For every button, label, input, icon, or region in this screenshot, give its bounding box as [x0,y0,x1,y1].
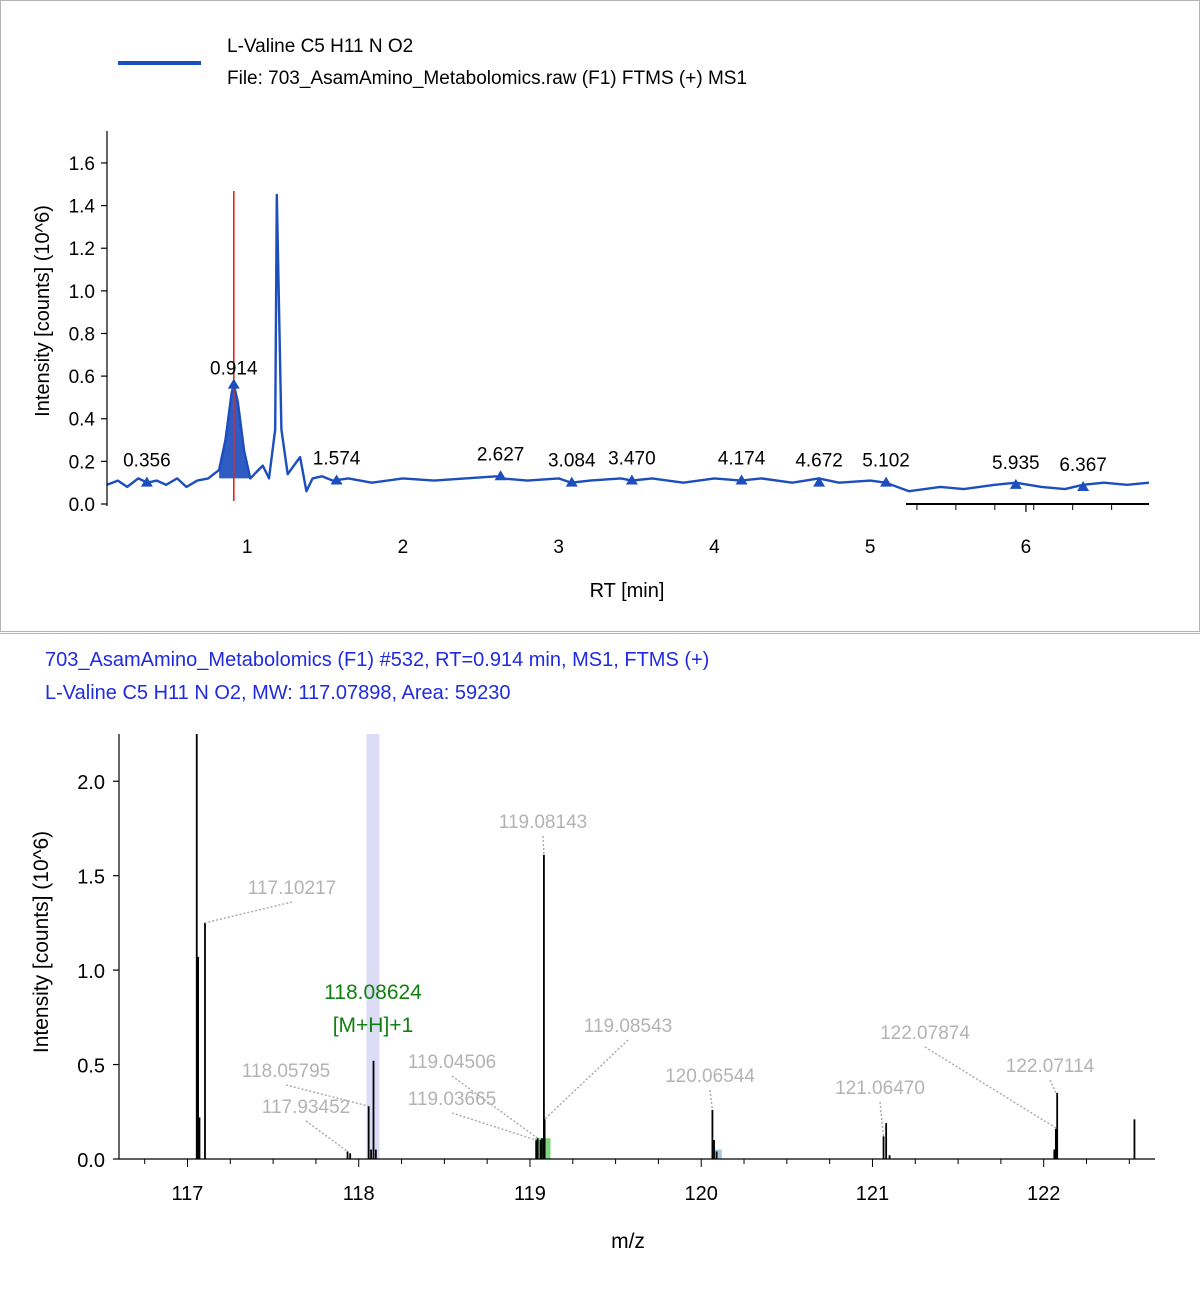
peak-rt-label: 1.574 [313,449,361,470]
spectrum-x-tick-label: 122 [1027,1183,1060,1205]
peak-mz-annotation: 122.07874 [880,1023,970,1044]
spectrum-compound-header: L-Valine C5 H11 N O2, MW: 117.07898, Are… [45,682,511,704]
chromatogram-legend-swatch-svg [118,61,201,65]
spectrum-x-tick-label: 119 [514,1183,546,1205]
spectrum-chart[interactable]: 117.10217 118.05795 117.93452 119.08143 119.… [0,634,1200,1300]
chromatogram-x-tick-label: 6 [1021,537,1032,558]
peak-marker[interactable] [880,476,893,487]
chromatogram-chart[interactable]: 0.356 0.914 1.574 2.627 3.084 3.470 4.174 4.672… [1,1,1200,633]
chromatogram-integrated-area [219,384,251,479]
target-adduct-label: [M+H]+1 [333,1014,414,1037]
chromatogram-x-tick-label: 1 [242,537,253,558]
peak-mz-annotation: 118.05795 [242,1061,330,1082]
annotation-leader-line [542,835,545,855]
spectrum-y-tick-label: 1.5 [77,867,105,889]
peak-marker[interactable] [494,470,507,481]
spectrum-panel: 703_AsamAmino_Metabolomics (F1) #532, RT… [0,633,1200,1299]
spectrum-x-axis-label: m/z [611,1230,645,1253]
annotation-leader-line [305,1120,348,1153]
chromatogram-trace [106,193,1150,493]
spectrum-scan-header: 703_AsamAmino_Metabolomics (F1) #532, RT… [45,649,710,671]
chromatogram-y-tick-label: 0.2 [69,452,95,473]
peak-rt-label: 3.470 [608,449,656,470]
peak-marker[interactable] [1009,478,1022,489]
peak-rt-label: 5.935 [992,453,1040,474]
chromatogram-y-tick-label: 0.4 [69,410,96,431]
legend-file-label: File: 703_AsamAmino_Metabolomics.raw (F1… [227,68,748,89]
spectrum-y-axis-label: Intensity [counts] (10^6) [30,831,53,1053]
peak-mz-annotation: 120.06544 [665,1066,755,1087]
peak-rt-label: 4.174 [718,449,766,470]
peak-mz-annotation: 122.07114 [1006,1056,1095,1077]
peak-mz-annotation: 119.08143 [499,812,587,833]
chromatogram-y-tick-label: 1.4 [69,197,96,218]
chromatogram-y-tick-label: 1.6 [69,154,95,175]
peak-rt-label: 0.914 [210,359,258,380]
peak-marker[interactable] [735,474,748,485]
chromatogram-x-tick-label: 3 [553,537,564,558]
annotation-leader-line [709,1089,714,1110]
spectrum-y-tick-label: 0.0 [77,1150,105,1172]
peak-marker[interactable] [140,476,153,487]
annotation-leader-line [879,1101,885,1137]
chromatogram-y-tick-label: 0.6 [69,367,95,388]
spectrum-y-tick-label: 0.5 [77,1056,105,1078]
spectrum-x-tick-label: 121 [856,1183,889,1205]
annotation-leader-line [924,1046,1058,1130]
chromatogram-y-tick-label: 0.8 [69,324,95,345]
peak-marker[interactable] [813,476,826,487]
chromatogram-x-tick-label: 2 [398,537,409,558]
peak-rt-label: 0.356 [123,451,171,472]
annotation-leader-line [1049,1079,1057,1094]
chromatogram-x-tick-label: 5 [865,537,876,558]
chromatogram-y-tick-label: 0.0 [69,495,95,516]
peak-marker[interactable] [330,474,343,485]
spectrum-y-tick-label: 1.0 [77,961,105,983]
peak-mz-annotation: 119.08543 [584,1016,672,1037]
peak-rt-label: 5.102 [862,451,910,472]
peak-marker[interactable] [1077,480,1090,491]
peak-marker[interactable] [625,474,638,485]
spectrum-x-tick-label: 120 [685,1183,718,1205]
chromatogram-x-axis-label: RT [min] [590,580,665,602]
chromatogram-y-tick-label: 1.2 [69,239,95,260]
peak-mz-annotation: 121.06470 [835,1078,925,1099]
annotation-leader-line [451,1112,537,1141]
target-mz-highlight-band [366,734,380,1159]
spectrum-x-tick-label: 117 [172,1183,204,1205]
chromatogram-y-tick-label: 1.0 [69,282,95,303]
annotation-leader-line [451,1075,539,1139]
peak-mz-annotation: 119.03665 [408,1089,496,1110]
peak-rt-label: 4.672 [795,451,843,472]
peak-marker[interactable] [227,378,240,389]
legend-compound-label: L-Valine C5 H11 N O2 [227,36,414,57]
target-mz-label: 118.08624 [324,981,422,1004]
chromatogram-y-axis-label: Intensity [counts] (10^6) [32,205,54,417]
peak-rt-label: 6.367 [1059,455,1107,476]
chromatogram-panel: L-Valine C5 H11 N O2 File: 703_AsamAmino… [0,0,1200,632]
annotation-leader-line [544,1039,629,1120]
peak-marker[interactable] [565,476,578,487]
peak-mz-annotation: 117.10217 [248,878,336,899]
chromatogram-x-tick-label: 4 [709,537,720,558]
spectrum-x-tick-label: 118 [343,1183,375,1205]
peak-rt-label: 2.627 [477,444,525,465]
annotation-leader-line [204,901,293,924]
peak-mz-annotation: 117.93452 [262,1097,350,1118]
peak-rt-label: 3.084 [548,451,596,472]
spectrum-y-tick-label: 2.0 [77,772,105,794]
peak-mz-annotation: 119.04506 [408,1052,496,1073]
